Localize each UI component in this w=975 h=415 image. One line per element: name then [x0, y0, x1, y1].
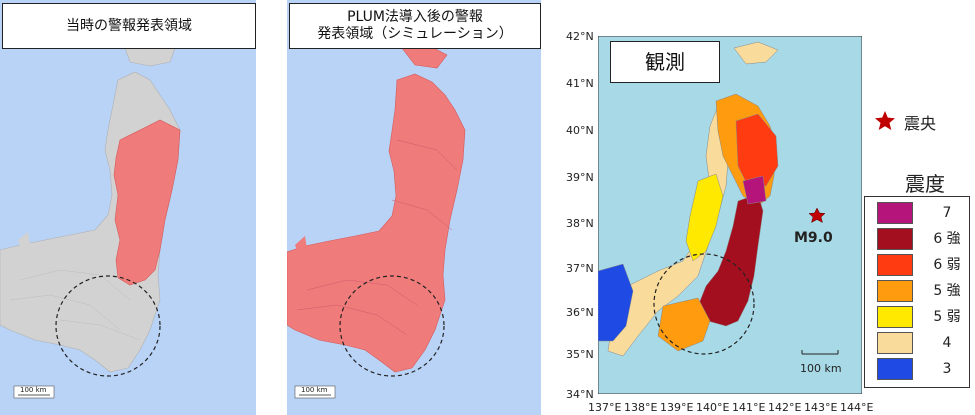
middle-map — [287, 0, 541, 415]
lat-label: 35°N — [566, 348, 594, 361]
left-panel-title: 当時の警報発表領域 — [2, 3, 256, 49]
region-intensity-7 — [742, 175, 767, 205]
lon-label: 144°E — [840, 401, 874, 414]
lon-label: 140°E — [696, 401, 730, 414]
epicenter-star — [808, 207, 826, 224]
legend-swatch — [877, 202, 913, 224]
region-intensity-6-lower — [735, 113, 779, 187]
land-sado — [295, 236, 307, 256]
lon-label: 138°E — [624, 401, 658, 414]
legend-item-4: 4 — [865, 332, 969, 356]
legend-swatch — [877, 358, 913, 380]
middle-panel-title: PLUM法導入後の警報 発表領域（シミュレーション） — [289, 3, 541, 49]
middle-title-line2: 発表領域（シミュレーション） — [317, 26, 513, 42]
scale-label-middle: 100 km — [301, 386, 328, 394]
lon-label: 143°E — [804, 401, 838, 414]
region-intensity-4-hokkaido — [733, 41, 779, 65]
observation-map-panel: M9.0 100 km 観測 — [598, 36, 862, 394]
legend-item-6-upper: 6 強 — [865, 228, 969, 252]
legend-item-7: 7 — [865, 202, 969, 226]
lon-label: 137°E — [588, 401, 622, 414]
land-sado — [18, 232, 30, 250]
observation-map — [598, 36, 862, 394]
observation-title-text: 観測 — [645, 49, 685, 74]
middle-map-panel: 100 km PLUM法導入後の警報 発表領域（シミュレーション） — [287, 0, 541, 415]
lat-label: 41°N — [566, 77, 594, 90]
epicenter-legend-label: 震央 — [904, 114, 937, 133]
highlight-circle — [339, 275, 445, 377]
legend-item-3: 3 — [865, 358, 969, 382]
scale-label-right: 100 km — [800, 362, 842, 375]
middle-title-line1: PLUM法導入後の警報 — [347, 9, 483, 25]
intensity-legend-title: 震度 — [905, 172, 945, 196]
intensity-legend: 7 6 強 6 弱 5 強 5 弱 4 3 — [864, 196, 970, 388]
legend-item-label: 6 強 — [933, 231, 961, 247]
legend-swatch — [877, 254, 913, 276]
lat-label: 36°N — [566, 306, 594, 319]
lon-label: 141°E — [732, 401, 766, 414]
warning-region — [287, 73, 466, 373]
legend-item-5-upper: 5 強 — [865, 280, 969, 304]
legend-swatch — [877, 306, 913, 328]
region-intensity-5-lower — [685, 173, 724, 262]
lon-label: 142°E — [768, 401, 802, 414]
observation-title: 観測 — [610, 41, 720, 83]
left-title-text: 当時の警報発表領域 — [66, 17, 192, 34]
lat-label: 39°N — [566, 171, 594, 184]
lat-label: 42°N — [566, 30, 594, 43]
magnitude-label: M9.0 — [794, 230, 833, 246]
lat-label: 37°N — [566, 262, 594, 275]
epicenter-legend-star-icon — [875, 111, 895, 130]
legend-swatch — [877, 228, 913, 250]
epicenter-legend: 震央 — [874, 108, 970, 136]
legend-swatch — [877, 332, 913, 354]
legend-item-label: 3 — [942, 361, 952, 377]
legend-item-6-lower: 6 弱 — [865, 254, 969, 278]
left-map-panel: 100 km 当時の警報発表領域 — [0, 0, 256, 415]
legend-item-label: 4 — [942, 335, 952, 351]
highlight-circle — [55, 275, 161, 377]
legend-item-label: 5 弱 — [933, 309, 961, 325]
scale-label-left: 100 km — [20, 386, 47, 394]
lat-label: 40°N — [566, 124, 594, 137]
highlight-circle — [653, 253, 755, 355]
lat-label: 34°N — [566, 388, 594, 401]
left-map — [0, 0, 256, 415]
warning-region — [113, 119, 181, 286]
legend-item-label: 5 強 — [933, 283, 961, 299]
lon-label: 139°E — [660, 401, 694, 414]
legend-item-5-lower: 5 弱 — [865, 306, 969, 330]
region-intensity-5-upper-kanto — [657, 297, 711, 352]
legend-item-label: 7 — [942, 205, 952, 221]
legend-item-label: 6 弱 — [933, 257, 961, 273]
lat-label: 38°N — [566, 217, 594, 230]
region-intensity-3 — [598, 263, 634, 342]
legend-swatch — [877, 280, 913, 302]
